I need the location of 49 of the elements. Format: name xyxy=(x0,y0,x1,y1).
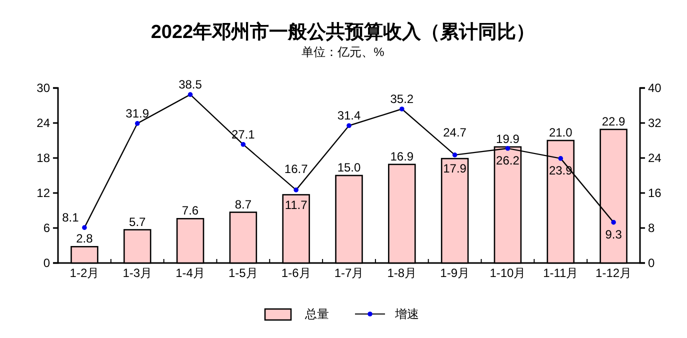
chart-title: 2022年邓州市一般公共预算收入（累计同比） xyxy=(150,21,536,43)
x-tick-label: 1-3月 xyxy=(122,266,152,280)
data-label: 23.9 xyxy=(548,163,573,178)
x-tick-label: 1-8月 xyxy=(387,266,417,280)
data-label: 21.0 xyxy=(548,126,573,140)
x-tick-label: 1-6月 xyxy=(281,266,311,280)
y2-tick-label: 32 xyxy=(648,116,662,130)
y2-tick-label: 40 xyxy=(648,80,662,95)
data-label: 8.1 xyxy=(62,210,80,225)
x-tick-label: 1-12月 xyxy=(596,266,632,280)
y2-tick-label: 16 xyxy=(648,186,662,200)
data-label: 19.9 xyxy=(496,132,520,146)
y2-tick-label: 8 xyxy=(648,220,655,235)
legend-label: 总量 xyxy=(304,307,329,321)
data-label: 24.7 xyxy=(443,126,467,140)
data-label: 22.9 xyxy=(602,114,626,128)
data-label: 38.5 xyxy=(178,78,202,92)
y-tick-label: 30 xyxy=(36,80,50,95)
x-tick-label: 1-9月 xyxy=(440,266,470,280)
data-label: 8.7 xyxy=(234,197,252,212)
data-label: 7.6 xyxy=(182,204,199,218)
y-tick-label: 24 xyxy=(36,116,50,130)
data-label: 5.7 xyxy=(129,214,146,229)
x-tick-label: 1-10月 xyxy=(490,266,526,280)
data-label: 11.7 xyxy=(284,198,308,212)
x-tick-label: 1-4月 xyxy=(176,266,205,280)
data-label: 31.9 xyxy=(126,106,150,120)
y-tick-label: 0 xyxy=(43,256,50,270)
data-label: 9.3 xyxy=(605,227,622,242)
data-label: 15.0 xyxy=(337,160,361,174)
y-tick-label: 6 xyxy=(43,220,50,235)
legend-label: 增速 xyxy=(394,307,419,321)
x-tick-label: 1-7月 xyxy=(334,266,364,280)
x-tick-label: 1-2月 xyxy=(70,266,100,280)
x-tick-label: 1-5月 xyxy=(228,266,258,280)
data-label: 35.2 xyxy=(390,92,414,106)
data-label: 17.9 xyxy=(443,162,467,176)
data-label: 27.1 xyxy=(232,127,256,142)
data-label: 16.7 xyxy=(284,162,308,176)
chart-subtitle: 单位：亿元、% xyxy=(302,45,385,59)
data-label: 16.9 xyxy=(390,149,414,164)
y2-tick-label: 0 xyxy=(648,256,655,270)
data-label: 26.2 xyxy=(496,153,520,168)
data-label: 2.8 xyxy=(76,232,94,246)
data-label: 31.4 xyxy=(337,108,361,123)
x-tick-label: 1-11月 xyxy=(543,266,578,280)
y2-tick-label: 24 xyxy=(648,150,662,165)
y-tick-label: 12 xyxy=(36,186,50,200)
y-tick-label: 18 xyxy=(36,150,50,165)
